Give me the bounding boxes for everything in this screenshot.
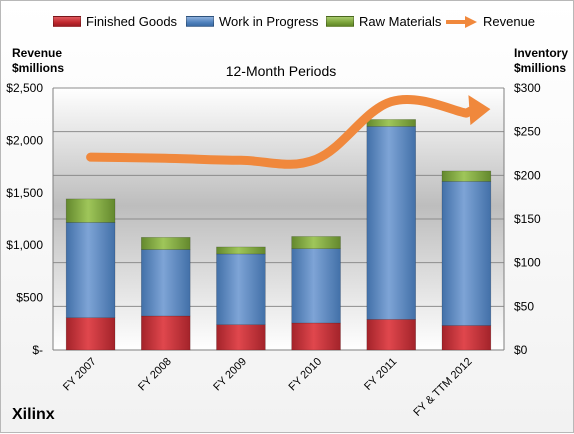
bar-finished-goods xyxy=(441,325,492,351)
legend-label-raw-materials: Raw Materials xyxy=(359,14,442,29)
left-axis-tick-label: $1,500 xyxy=(6,186,43,200)
bar-raw-materials xyxy=(366,119,416,127)
x-axis-tick-label: FY 2011 xyxy=(362,356,399,393)
legend: Finished Goods Work in Progress Raw Mate… xyxy=(1,14,574,36)
left-axis-title-line1: Revenue xyxy=(12,46,63,60)
left-axis-tick-label: $500 xyxy=(16,291,43,305)
bar-work-in-progress xyxy=(216,253,266,325)
bar-raw-materials xyxy=(141,237,191,250)
x-axis-tick-label: FY 2010 xyxy=(286,356,324,394)
bar-finished-goods xyxy=(291,322,341,351)
revenue-arrowhead xyxy=(468,95,491,126)
legend-raw-materials: Raw Materials xyxy=(326,14,441,29)
company-name: Xilinx xyxy=(12,406,55,423)
bar-raw-materials xyxy=(216,246,266,255)
legend-label-revenue: Revenue xyxy=(483,14,536,29)
right-axis-tick-label: $0 xyxy=(514,343,528,357)
right-axis-title: Inventory $millions xyxy=(514,46,568,76)
right-axis-tick-label: $150 xyxy=(514,212,541,226)
bar-work-in-progress xyxy=(441,181,492,326)
revenue-line xyxy=(86,94,477,169)
left-axis-title-line2: $millions xyxy=(12,61,65,75)
bar-work-in-progress xyxy=(65,222,116,318)
bar-work-in-progress xyxy=(366,126,416,320)
bar-raw-materials xyxy=(441,170,492,182)
left-axis-tick-label: $2,000 xyxy=(6,133,43,147)
x-axis-tick-label: FY 2007 xyxy=(61,356,99,394)
bar-finished-goods xyxy=(141,315,191,351)
x-axis-tick-label: FY 2009 xyxy=(211,356,249,394)
legend-swatch-revenue xyxy=(446,15,477,28)
right-axis-tick-label: $50 xyxy=(514,299,534,313)
right-axis-title-line2: $millions xyxy=(514,61,567,75)
left-axis-tick-label: $- xyxy=(32,343,43,357)
chart-subtitle: 12-Month Periods xyxy=(225,63,337,79)
bar-raw-materials xyxy=(291,236,341,249)
legend-swatch-raw-materials xyxy=(326,16,354,27)
bar-finished-goods xyxy=(65,317,116,351)
x-axis-tick-label: FY 2008 xyxy=(136,356,174,394)
legend-label-work-in-progress: Work in Progress xyxy=(219,14,319,29)
right-axis-tick-label: $100 xyxy=(514,256,541,270)
right-axis-title-line1: Inventory xyxy=(514,46,569,60)
legend-revenue: Revenue xyxy=(446,14,535,29)
left-axis-title: Revenue $millions xyxy=(12,46,64,76)
bar-raw-materials xyxy=(65,198,116,223)
legend-finished-goods: Finished Goods xyxy=(53,14,177,29)
bar-finished-goods xyxy=(216,324,266,351)
legend-swatch-finished-goods xyxy=(53,16,81,27)
legend-swatch-work-in-progress xyxy=(186,16,214,27)
x-axis-tick-label: FY & TTM 2012 xyxy=(411,356,474,419)
left-axis-tick-label: $2,500 xyxy=(6,81,43,95)
left-axis-tick-label: $1,000 xyxy=(6,238,43,252)
bar-work-in-progress xyxy=(291,248,341,324)
bar-finished-goods xyxy=(366,319,416,351)
bar-work-in-progress xyxy=(141,249,191,317)
right-axis-tick-label: $200 xyxy=(514,168,541,182)
right-axis-tick-label: $300 xyxy=(514,81,541,95)
right-axis-tick-label: $250 xyxy=(514,125,541,139)
legend-label-finished-goods: Finished Goods xyxy=(86,14,178,29)
legend-work-in-progress: Work in Progress xyxy=(186,14,318,29)
